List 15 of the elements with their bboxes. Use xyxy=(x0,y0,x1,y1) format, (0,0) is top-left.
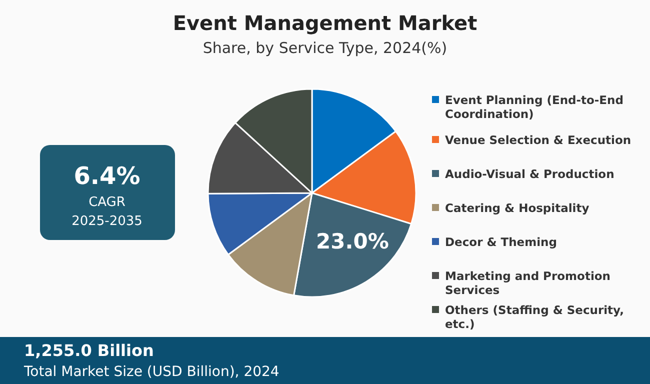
legend-label: Decor & Theming xyxy=(445,235,557,249)
legend-label: Event Planning (End-to-End Coordination) xyxy=(445,93,624,121)
text: Total Market Size (USD Billion), 2024 xyxy=(23,364,280,380)
chart-title: Event Management Market xyxy=(172,11,478,35)
legend-label: Others (Staffing & Security, etc.) xyxy=(445,303,624,331)
text: 1,255.0 Billion xyxy=(24,341,154,360)
text: CAGR xyxy=(88,195,126,210)
legend-label: Catering & Hospitality xyxy=(445,201,590,215)
data-label: 23.0% xyxy=(316,229,389,254)
legend-label: Audio-Visual & Production xyxy=(445,167,614,181)
text: 6.4% xyxy=(74,162,140,190)
text: 2025-2035 xyxy=(72,214,142,229)
chart-subtitle: Share, by Service Type, 2024(%) xyxy=(202,39,448,57)
legend-label: Venue Selection & Execution xyxy=(445,133,632,147)
legend-label: Marketing and Promotion Services xyxy=(445,269,610,297)
